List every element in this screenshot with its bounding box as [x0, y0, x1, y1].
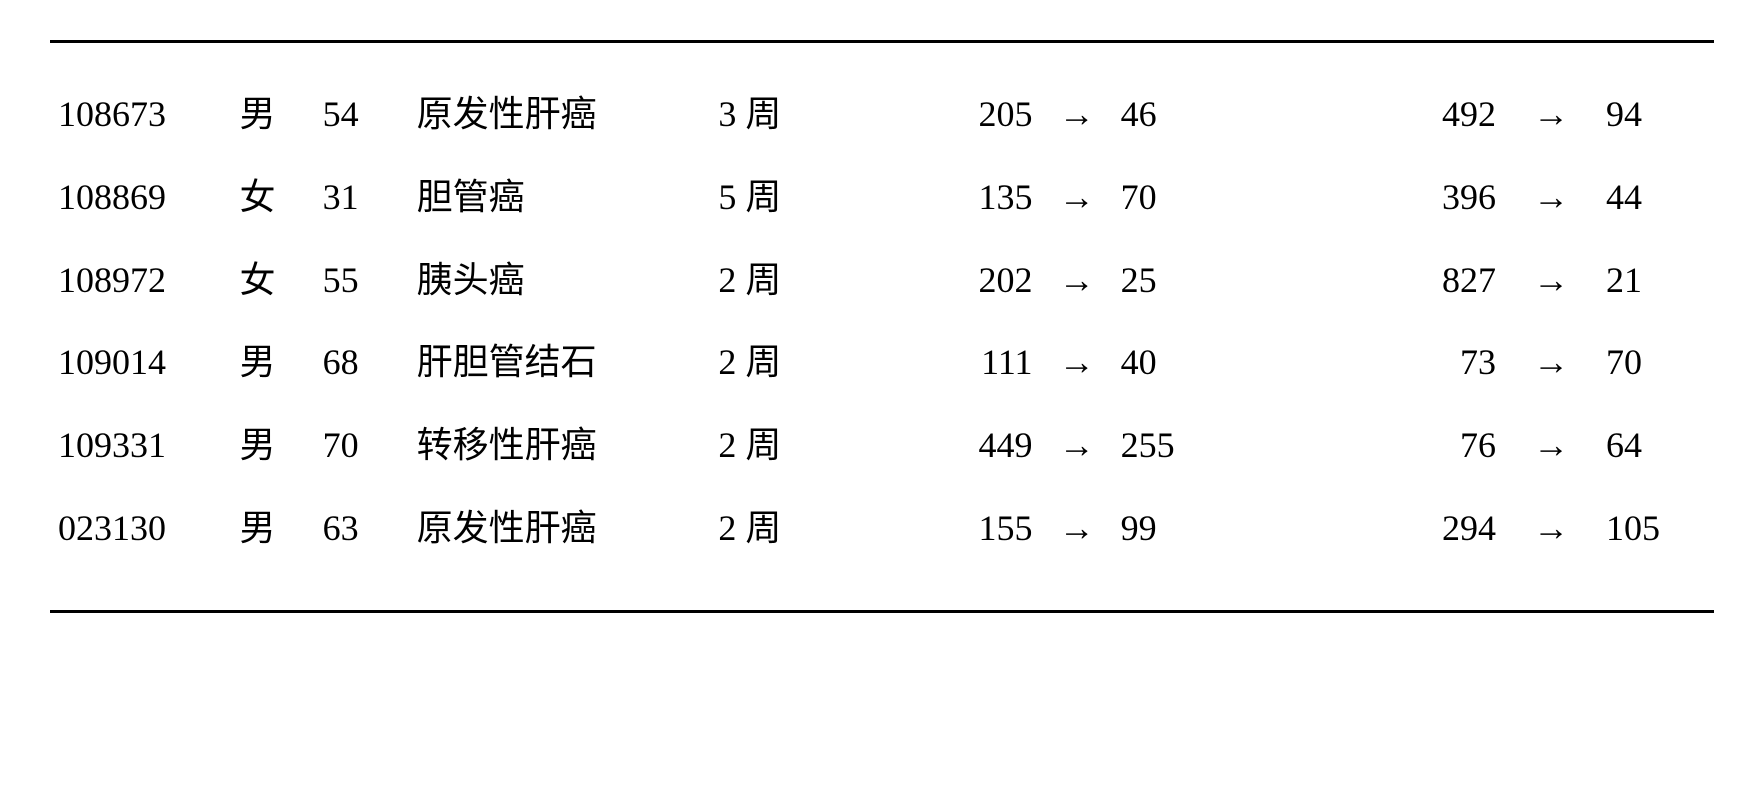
- cell-duration: 2 周: [710, 239, 924, 322]
- cell-sex: 男: [231, 321, 314, 404]
- cell-duration: 2 周: [710, 321, 924, 404]
- cell-gap: [1239, 156, 1388, 239]
- cell-val1-pre: 205: [925, 73, 1041, 156]
- table-row: 108673男54原发性肝癌3 周205→46492→94: [50, 73, 1714, 156]
- cell-gap: [1239, 321, 1388, 404]
- cell-gap: [1239, 487, 1388, 570]
- arrow-icon: →: [1504, 487, 1598, 570]
- cell-val2-pre: 73: [1388, 321, 1504, 404]
- cell-id: 109014: [50, 321, 231, 404]
- cell-sex: 男: [231, 73, 314, 156]
- cell-age: 54: [315, 73, 409, 156]
- cell-val1-post: 99: [1113, 487, 1240, 570]
- cell-id: 108869: [50, 156, 231, 239]
- cell-val2-pre: 492: [1388, 73, 1504, 156]
- cell-id: 108972: [50, 239, 231, 322]
- cell-diagnosis: 转移性肝癌: [409, 404, 711, 487]
- cell-duration: 5 周: [710, 156, 924, 239]
- table-row: 023130男63原发性肝癌2 周155→99294→105: [50, 487, 1714, 570]
- arrow-icon: →: [1504, 321, 1598, 404]
- cell-gap: [1239, 239, 1388, 322]
- arrow-icon: →: [1040, 239, 1112, 322]
- cell-val2-post: 21: [1598, 239, 1714, 322]
- cell-val1-post: 40: [1113, 321, 1240, 404]
- arrow-icon: →: [1040, 321, 1112, 404]
- arrow-icon: →: [1040, 156, 1112, 239]
- cell-age: 68: [315, 321, 409, 404]
- cell-val1-pre: 111: [925, 321, 1041, 404]
- cell-sex: 女: [231, 156, 314, 239]
- patient-table-wrap: 108673男54原发性肝癌3 周205→46492→94108869女31胆管…: [50, 40, 1714, 613]
- arrow-icon: →: [1504, 156, 1598, 239]
- arrow-icon: →: [1504, 404, 1598, 487]
- cell-val2-post: 94: [1598, 73, 1714, 156]
- patient-table-body: 108673男54原发性肝癌3 周205→46492→94108869女31胆管…: [50, 73, 1714, 570]
- cell-id: 109331: [50, 404, 231, 487]
- table-row: 109331男70转移性肝癌2 周449→25576→64: [50, 404, 1714, 487]
- cell-val1-pre: 449: [925, 404, 1041, 487]
- arrow-icon: →: [1040, 73, 1112, 156]
- cell-val2-post: 64: [1598, 404, 1714, 487]
- arrow-icon: →: [1040, 404, 1112, 487]
- cell-diagnosis: 胰头癌: [409, 239, 711, 322]
- cell-val1-pre: 202: [925, 239, 1041, 322]
- cell-val1-post: 70: [1113, 156, 1240, 239]
- cell-val1-pre: 135: [925, 156, 1041, 239]
- table-row: 108869女31胆管癌5 周135→70396→44: [50, 156, 1714, 239]
- cell-sex: 男: [231, 487, 314, 570]
- cell-val2-pre: 76: [1388, 404, 1504, 487]
- cell-val1-post: 46: [1113, 73, 1240, 156]
- cell-diagnosis: 原发性肝癌: [409, 73, 711, 156]
- cell-val2-post: 70: [1598, 321, 1714, 404]
- cell-age: 63: [315, 487, 409, 570]
- cell-id: 023130: [50, 487, 231, 570]
- cell-age: 55: [315, 239, 409, 322]
- cell-val2-post: 44: [1598, 156, 1714, 239]
- cell-duration: 2 周: [710, 404, 924, 487]
- table-row: 109014男68肝胆管结石2 周111→4073→70: [50, 321, 1714, 404]
- cell-duration: 2 周: [710, 487, 924, 570]
- cell-age: 31: [315, 156, 409, 239]
- cell-val2-pre: 827: [1388, 239, 1504, 322]
- cell-val1-post: 255: [1113, 404, 1240, 487]
- cell-val2-post: 105: [1598, 487, 1714, 570]
- arrow-icon: →: [1040, 487, 1112, 570]
- cell-val2-pre: 294: [1388, 487, 1504, 570]
- cell-diagnosis: 肝胆管结石: [409, 321, 711, 404]
- cell-gap: [1239, 404, 1388, 487]
- cell-diagnosis: 原发性肝癌: [409, 487, 711, 570]
- cell-val1-pre: 155: [925, 487, 1041, 570]
- cell-val1-post: 25: [1113, 239, 1240, 322]
- cell-diagnosis: 胆管癌: [409, 156, 711, 239]
- table-row: 108972女55胰头癌2 周202→25827→21: [50, 239, 1714, 322]
- arrow-icon: →: [1504, 73, 1598, 156]
- cell-age: 70: [315, 404, 409, 487]
- cell-val2-pre: 396: [1388, 156, 1504, 239]
- cell-sex: 男: [231, 404, 314, 487]
- cell-gap: [1239, 73, 1388, 156]
- patient-table: 108673男54原发性肝癌3 周205→46492→94108869女31胆管…: [50, 73, 1714, 570]
- arrow-icon: →: [1504, 239, 1598, 322]
- cell-duration: 3 周: [710, 73, 924, 156]
- cell-id: 108673: [50, 73, 231, 156]
- cell-sex: 女: [231, 239, 314, 322]
